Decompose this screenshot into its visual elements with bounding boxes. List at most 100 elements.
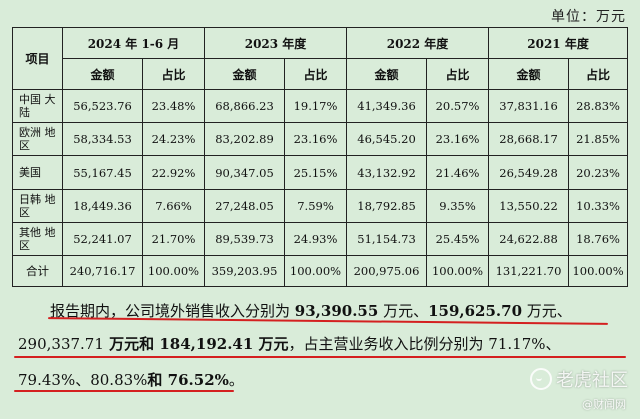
total-row: 合计 240,716.17 100.00% 359,203.95 100.00% 200,… xyxy=(12,254,629,288)
value: 184,192.41 万元 xyxy=(159,335,289,353)
amount-cell: 83,202.89 xyxy=(204,122,285,157)
ratio-cell: 23.48% xyxy=(142,89,205,124)
ratio-cell: 28.83% xyxy=(568,89,629,124)
ratio-cell: 20.57% xyxy=(426,89,490,124)
amount-cell: 51,154.73 xyxy=(346,221,428,256)
text: 和 xyxy=(147,371,168,389)
ratio-cell: 21.46% xyxy=(426,155,490,190)
ratio-cell: 24.23% xyxy=(142,122,205,157)
ratio-cell: 25.15% xyxy=(283,155,348,190)
header-item: 项目 xyxy=(12,26,63,91)
value: 290,337.71 xyxy=(18,335,104,353)
table-row: 中国 大陆 56,523.76 23.48% 68,866.23 19.17% 41,34… xyxy=(12,89,629,124)
text: 万元和 xyxy=(103,335,160,353)
value: 71.17% xyxy=(488,335,546,353)
region-cell: 美国 xyxy=(12,155,63,190)
total-ratio-cell: 100.00% xyxy=(142,254,205,288)
amount-cell: 90,347.05 xyxy=(204,155,285,190)
ratio-cell: 20.23% xyxy=(568,155,629,190)
sales-by-region-table: 项目 2024 年 1-6 月 2023 年度 2022 年度 2021 年度 … xyxy=(12,26,629,288)
ratio-cell: 7.66% xyxy=(142,188,205,223)
ratio-cell: 7.59% xyxy=(283,188,348,223)
total-ratio-cell: 100.00% xyxy=(568,254,629,288)
value: 79.43% xyxy=(18,371,76,389)
total-amount-cell: 131,221.70 xyxy=(488,254,570,288)
text: 万元、 xyxy=(378,302,429,320)
red-underline xyxy=(14,390,234,392)
table-row: 美国 55,167.45 22.92% 90,347.05 25.15% 43,132.9… xyxy=(12,155,629,190)
header-period: 2024 年 1-6 月 xyxy=(62,26,205,60)
ratio-cell: 19.17% xyxy=(283,89,348,124)
text: ，占主营业务收入比例分别为 xyxy=(288,335,489,353)
header-amount: 金额 xyxy=(204,58,285,91)
header-period: 2022 年度 xyxy=(346,26,490,60)
total-amount-cell: 240,716.17 xyxy=(62,254,143,288)
value: 80.83% xyxy=(90,371,148,389)
watermark-sub: @财闻网 xyxy=(582,398,626,411)
unit-label: 单位：万元 xyxy=(551,9,626,25)
red-underline xyxy=(14,356,626,358)
ratio-cell: 23.16% xyxy=(426,122,490,157)
ratio-cell: 23.16% xyxy=(283,122,348,157)
total-ratio-cell: 100.00% xyxy=(283,254,348,288)
header-ratio: 占比 xyxy=(142,58,205,91)
header-amount: 金额 xyxy=(346,58,428,91)
amount-cell: 26,549.28 xyxy=(488,155,570,190)
header-amount: 金额 xyxy=(488,58,570,91)
text: 万元、 xyxy=(522,302,572,320)
total-label: 合计 xyxy=(12,254,63,288)
region-cell: 中国 大陆 xyxy=(12,89,63,124)
amount-cell: 24,622.88 xyxy=(488,221,570,256)
table-row: 欧洲 地区 58,334.53 24.23% 83,202.89 23.16% 46,54… xyxy=(12,122,629,157)
value: 76.52% xyxy=(167,371,229,389)
ratio-cell: 9.35% xyxy=(426,188,490,223)
value: 159,625.70 xyxy=(428,302,523,320)
amount-cell: 41,349.36 xyxy=(346,89,428,124)
amount-cell: 27,248.05 xyxy=(204,188,285,223)
ratio-cell: 25.45% xyxy=(426,221,490,256)
header-amount: 金额 xyxy=(62,58,143,91)
paragraph-line-3: 79.43%、80.83%和 76.52%。 xyxy=(18,369,640,390)
tiger-logo-icon xyxy=(530,368,552,390)
amount-cell: 55,167.45 xyxy=(62,155,143,190)
total-ratio-cell: 100.00% xyxy=(426,254,490,288)
amount-cell: 18,792.85 xyxy=(346,188,428,223)
ratio-cell: 24.93% xyxy=(283,221,348,256)
paragraph-line-1: 报告期内，公司境外销售收入分别为 93,390.55 万元、159,625.70… xyxy=(50,300,640,321)
amount-cell: 28,668.17 xyxy=(488,122,570,157)
total-amount-cell: 359,203.95 xyxy=(204,254,285,288)
value: 93,390.55 xyxy=(294,302,379,320)
region-cell: 其他 地区 xyxy=(12,221,63,256)
ratio-cell: 18.76% xyxy=(568,221,629,256)
ratio-cell: 21.70% xyxy=(142,221,205,256)
amount-cell: 18,449.36 xyxy=(62,188,143,223)
table-row: 日韩 地区 18,449.36 7.66% 27,248.05 7.59% 18,792.… xyxy=(12,188,629,223)
total-amount-cell: 200,975.06 xyxy=(346,254,428,288)
amount-cell: 43,132.92 xyxy=(346,155,428,190)
ratio-cell: 21.85% xyxy=(568,122,629,157)
ratio-cell: 10.33% xyxy=(568,188,629,223)
table-row: 其他 地区 52,241.07 21.70% 89,539.73 24.93% 51,15… xyxy=(12,221,629,256)
text: 。 xyxy=(228,371,244,389)
region-cell: 欧洲 地区 xyxy=(12,122,63,157)
paragraph-line-2: 290,337.71 万元和 184,192.41 万元，占主营业务收入比例分别… xyxy=(18,333,640,354)
amount-cell: 58,334.53 xyxy=(62,122,143,157)
text: 报告期内，公司境外销售收入分别为 xyxy=(50,302,295,320)
header-ratio: 占比 xyxy=(568,58,629,91)
region-cell: 日韩 地区 xyxy=(12,188,63,223)
header-ratio: 占比 xyxy=(426,58,490,91)
header-period: 2023 年度 xyxy=(203,26,348,60)
watermark-brand: 老虎社区 xyxy=(556,370,628,391)
amount-cell: 89,539.73 xyxy=(204,221,285,256)
amount-cell: 13,550.22 xyxy=(488,188,570,223)
header-period: 2021 年度 xyxy=(488,26,629,60)
ratio-cell: 22.92% xyxy=(142,155,205,190)
amount-cell: 68,866.23 xyxy=(204,89,285,124)
amount-cell: 37,831.16 xyxy=(488,89,570,124)
header-ratio: 占比 xyxy=(283,58,348,91)
text: 、 xyxy=(545,335,561,353)
amount-cell: 52,241.07 xyxy=(62,221,143,256)
text: 、 xyxy=(75,371,91,389)
watermark: 老虎社区 xyxy=(530,366,628,392)
amount-cell: 46,545.20 xyxy=(346,122,428,157)
